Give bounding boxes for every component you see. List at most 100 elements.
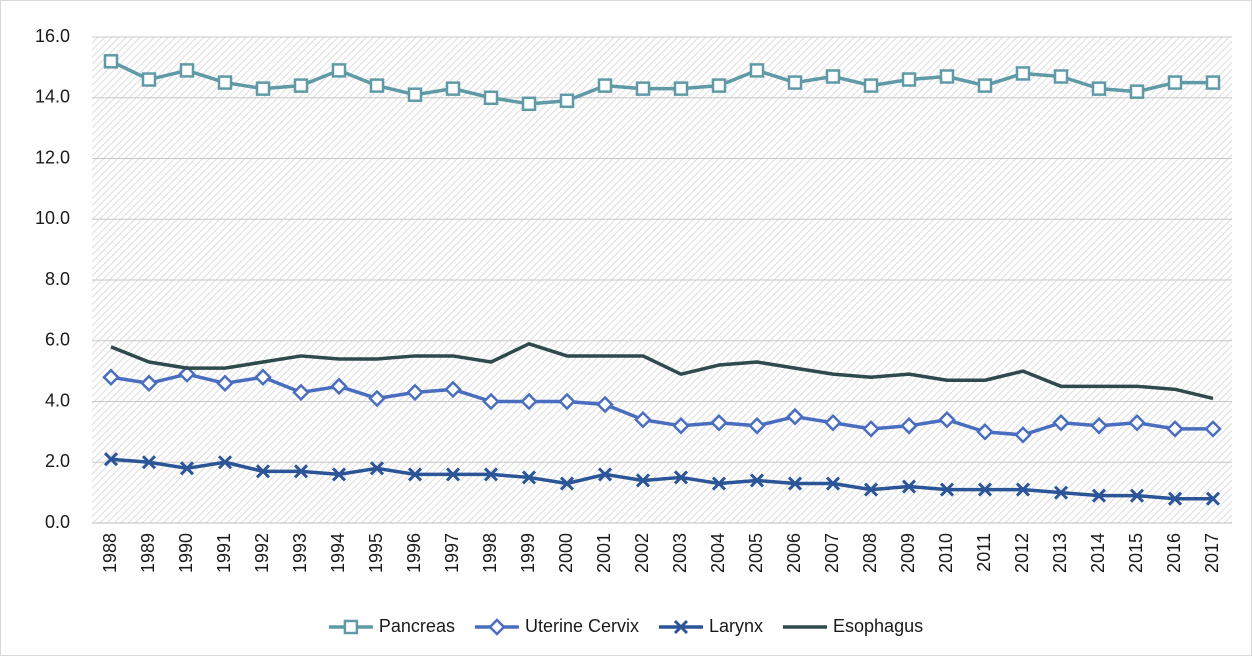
- x-tick-label: 2016: [1164, 533, 1184, 573]
- marker: [673, 619, 689, 635]
- marker: [787, 476, 803, 491]
- marker: [179, 461, 195, 476]
- marker: [330, 377, 348, 396]
- marker: [939, 69, 955, 84]
- marker: [558, 392, 576, 411]
- y-tick-label: 8.0: [45, 269, 70, 289]
- marker: [369, 461, 385, 476]
- marker: [711, 476, 727, 491]
- y-tick-label: 0.0: [45, 512, 70, 532]
- marker: [824, 413, 842, 432]
- marker: [1167, 75, 1183, 90]
- x-tick-label: 2013: [1050, 533, 1070, 573]
- marker: [141, 72, 157, 87]
- marker: [1091, 81, 1107, 96]
- marker: [825, 476, 841, 491]
- x-tick-label: 2009: [898, 533, 918, 573]
- marker: [901, 479, 917, 494]
- legend-label: Pancreas: [379, 616, 455, 636]
- marker: [1052, 413, 1070, 432]
- marker: [178, 365, 196, 383]
- x-tick-label: 2012: [1012, 533, 1032, 573]
- marker: [369, 78, 385, 93]
- marker: [673, 81, 689, 96]
- marker: [102, 368, 120, 386]
- series-line: [110, 457, 1213, 501]
- marker: [559, 93, 575, 109]
- marker: [1091, 488, 1107, 503]
- marker: [749, 473, 765, 488]
- marker: [368, 389, 386, 408]
- marker: [293, 464, 309, 479]
- x-tick-label: 1991: [214, 533, 234, 573]
- marker: [216, 374, 234, 393]
- marker: [217, 75, 233, 90]
- x-tick-label: 2010: [936, 533, 956, 573]
- y-tick-label: 16.0: [35, 26, 70, 46]
- marker: [140, 374, 158, 393]
- y-tick-label: 14.0: [35, 87, 70, 107]
- x-tick-label: 2004: [708, 533, 728, 573]
- marker: [521, 96, 537, 112]
- marker: [749, 63, 765, 78]
- x-tick-label: 2008: [860, 533, 880, 573]
- marker: [1166, 420, 1184, 438]
- marker: [255, 464, 271, 479]
- x-tick-label: 2007: [822, 533, 842, 573]
- marker: [1205, 75, 1221, 90]
- marker: [863, 482, 879, 497]
- marker: [1129, 488, 1145, 503]
- marker: [786, 407, 804, 426]
- marker: [596, 395, 614, 414]
- legend-label: Uterine Cervix: [525, 616, 639, 636]
- marker: [343, 619, 359, 635]
- x-tick-label: 2000: [556, 533, 576, 573]
- marker: [292, 383, 310, 402]
- marker: [1205, 491, 1221, 506]
- marker: [488, 618, 506, 636]
- marker: [1204, 420, 1222, 438]
- marker: [141, 455, 157, 470]
- x-tick-label: 2002: [632, 533, 652, 573]
- marker: [559, 476, 575, 491]
- x-tick-label: 2014: [1088, 533, 1108, 573]
- marker: [938, 410, 956, 429]
- marker: [1167, 491, 1183, 506]
- marker: [1129, 84, 1145, 99]
- legend-label: Larynx: [709, 616, 763, 636]
- marker: [976, 423, 994, 441]
- x-tick-label: 1999: [518, 533, 538, 573]
- x-tick-label: 2017: [1202, 533, 1222, 573]
- marker: [1053, 69, 1069, 84]
- marker: [445, 467, 461, 482]
- marker: [483, 90, 499, 105]
- x-tick-label: 2011: [974, 533, 994, 572]
- marker: [1053, 485, 1069, 500]
- marker: [597, 467, 613, 482]
- x-tick-label: 1997: [442, 533, 462, 573]
- y-tick-label: 6.0: [45, 330, 70, 350]
- legend-label: Esophagus: [833, 616, 923, 636]
- marker: [710, 413, 728, 432]
- marker: [635, 81, 651, 96]
- marker: [711, 78, 727, 93]
- marker: [977, 78, 993, 93]
- x-tick-label: 1993: [290, 533, 310, 573]
- marker: [787, 75, 803, 90]
- marker: [293, 78, 309, 93]
- marker: [825, 69, 841, 84]
- marker: [1015, 66, 1031, 81]
- y-tick-label: 4.0: [45, 390, 70, 410]
- marker: [444, 380, 462, 399]
- y-tick-label: 12.0: [35, 147, 70, 167]
- marker: [1014, 426, 1032, 444]
- x-tick-label: 2015: [1126, 533, 1146, 573]
- marker: [406, 383, 424, 402]
- marker: [103, 54, 119, 69]
- marker: [1015, 482, 1031, 497]
- marker: [103, 452, 119, 467]
- marker: [900, 417, 918, 435]
- marker: [483, 467, 499, 482]
- marker: [482, 392, 500, 411]
